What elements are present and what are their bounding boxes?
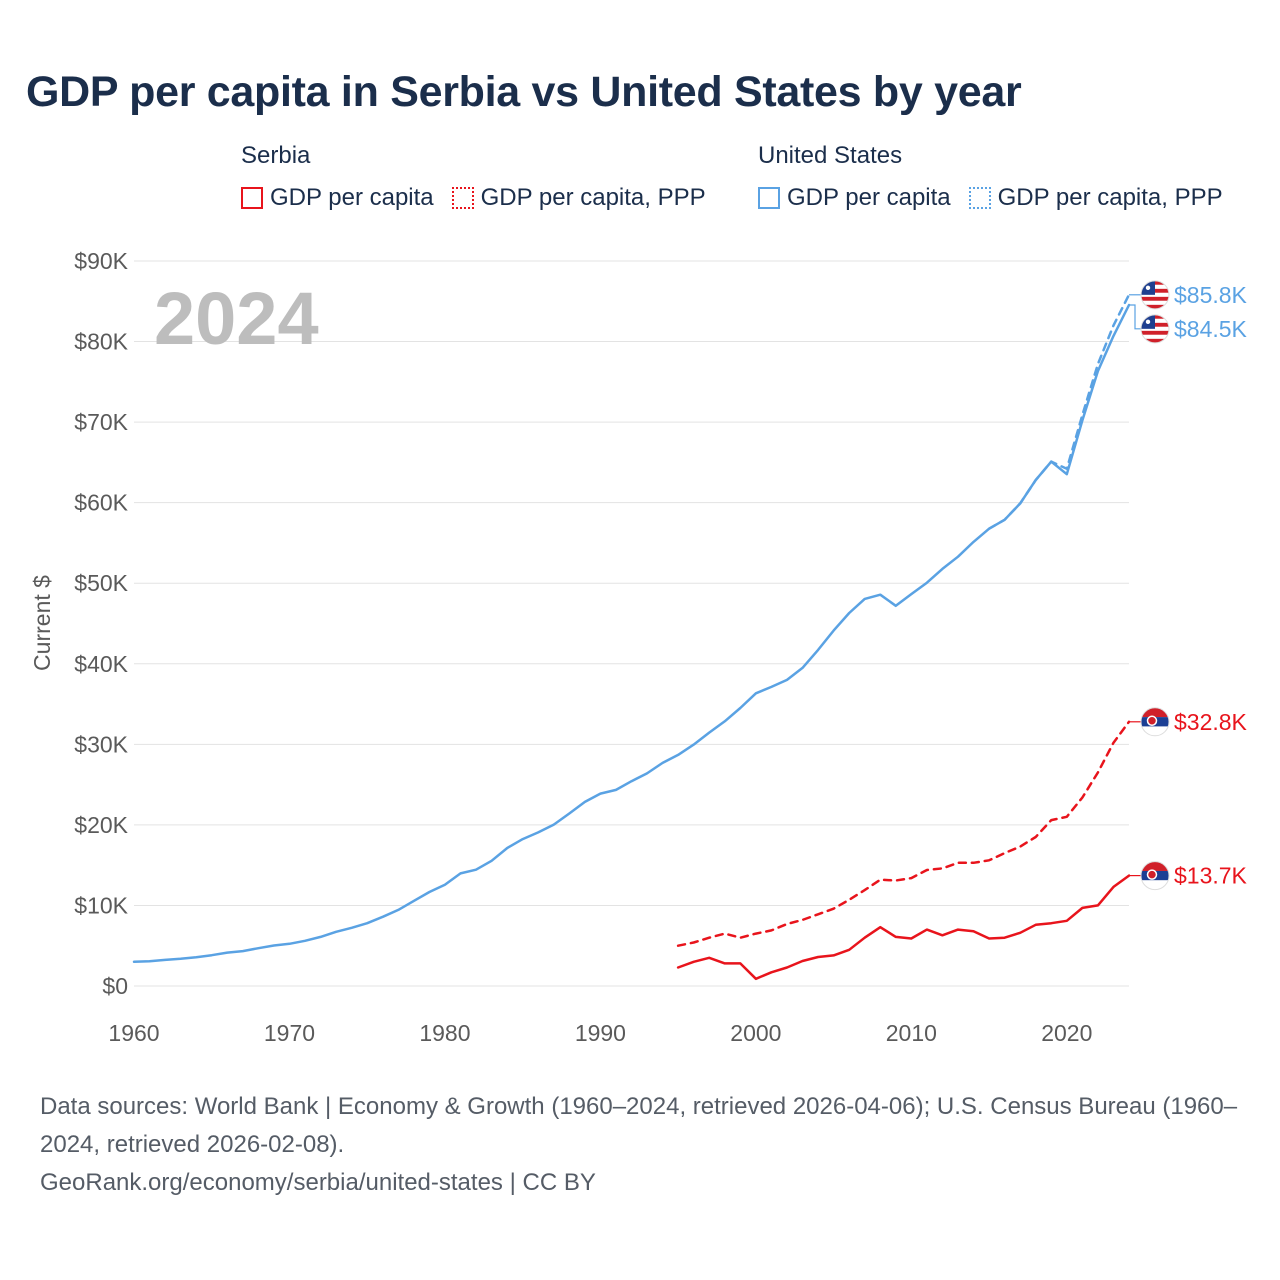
footer-credit[interactable]: GeoRank.org/economy/serbia/united-states… [40, 1169, 596, 1196]
legend-serbia: Serbia GDP per capita GDP per capita, PP… [241, 142, 706, 212]
series-line-serbia-gdp[interactable] [676, 874, 1131, 981]
series-line-serbia-ppp[interactable] [676, 720, 1131, 947]
legend-serbia-gdp-label: GDP per capita [270, 184, 434, 211]
series-line-us-gdp[interactable] [132, 303, 1131, 964]
legend-us-gdp-label: GDP per capita [787, 184, 951, 211]
y-tick-label: $0 [102, 973, 128, 999]
end-label-value: $13.7K [1174, 863, 1248, 889]
legend-us-name: United States [758, 142, 903, 169]
chart-title: GDP per capita in Serbia vs United State… [26, 68, 1022, 116]
y-tick-label: $10K [74, 892, 128, 918]
y-tick-label: $60K [74, 490, 128, 516]
x-tick-label: 1990 [575, 1020, 626, 1046]
footer-sources: Data sources: World Bank | Economy & Gro… [40, 1093, 1238, 1158]
y-tick-label: $30K [74, 731, 128, 757]
us-flag-icon [1141, 314, 1169, 343]
legend-swatch-dotted-serbia [451, 187, 474, 209]
serbia-flag-icon [1141, 707, 1169, 736]
end-label-us-ppp: $85.8K [1129, 280, 1248, 310]
y-axis-ticks: $0 $10K $20K $30K $40K $50K $60K $70K $80K $90K [74, 248, 128, 999]
x-tick-label: 2020 [1041, 1020, 1092, 1046]
x-tick-label: 1970 [264, 1020, 315, 1046]
end-label-value: $32.8K [1174, 709, 1248, 735]
y-tick-label: $40K [74, 651, 128, 677]
year-watermark: 2024 [154, 277, 319, 360]
end-label-value: $84.5K [1174, 316, 1248, 342]
x-tick-label: 2000 [730, 1020, 781, 1046]
series-lines [132, 293, 1131, 981]
gridlines [134, 260, 1129, 987]
y-tick-label: $90K [74, 248, 128, 274]
legend-swatch-dotted-us [968, 187, 991, 209]
x-tick-label: 2010 [886, 1020, 937, 1046]
end-label-serbia-gdp: $13.7K [1129, 861, 1248, 891]
legend-serbia-ppp[interactable]: GDP per capita, PPP [451, 184, 706, 212]
x-tick-label: 1960 [108, 1020, 159, 1046]
us-flag-icon [1141, 280, 1169, 309]
legend-us-ppp[interactable]: GDP per capita, PPP [968, 184, 1223, 212]
end-label-leader [1129, 304, 1141, 330]
series-line-us-ppp[interactable] [987, 293, 1131, 530]
serbia-flag-icon [1141, 861, 1169, 890]
legend-serbia-name: Serbia [241, 142, 311, 169]
x-tick-label: 1980 [419, 1020, 470, 1046]
legend-us: United States GDP per capita GDP per cap… [758, 142, 1223, 212]
footer: Data sources: World Bank | Economy & Gro… [40, 1088, 1240, 1202]
y-tick-label: $20K [74, 812, 128, 838]
legend-us-ppp-label: GDP per capita, PPP [997, 184, 1223, 211]
legend-serbia-ppp-label: GDP per capita, PPP [480, 184, 706, 211]
y-axis-label: Current $ [29, 575, 55, 671]
legend-us-gdp[interactable]: GDP per capita [758, 184, 951, 212]
legend-serbia-gdp[interactable]: GDP per capita [241, 184, 434, 212]
legend-swatch-solid-serbia [241, 187, 263, 209]
y-tick-label: $70K [74, 409, 128, 435]
end-label-value: $85.8K [1174, 282, 1248, 308]
end-label-serbia-ppp: $32.8K [1129, 707, 1248, 737]
legend-swatch-solid-us [758, 187, 780, 209]
x-axis-ticks: 1960 1970 1980 1990 2000 2010 2020 [108, 1020, 1092, 1046]
y-tick-label: $80K [74, 329, 128, 355]
end-label-us-gdp: $84.5K [1129, 304, 1248, 344]
line-chart: 2024 Current $ $0 $10K $20K $30K $40K $50K $60… [29, 248, 1248, 1046]
y-tick-label: $50K [74, 570, 128, 596]
end-labels: $85.8K $84.5K $32.8K $13.7K [1129, 280, 1248, 891]
